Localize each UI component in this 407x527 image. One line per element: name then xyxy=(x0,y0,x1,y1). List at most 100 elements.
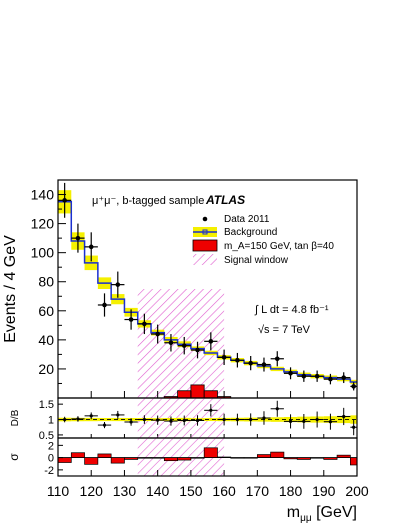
data-point xyxy=(248,360,253,366)
ratio-point xyxy=(102,423,107,427)
ratio-point xyxy=(352,425,356,429)
y-tick-label: 120 xyxy=(31,216,55,232)
data-point xyxy=(128,317,134,322)
legend-background-marker xyxy=(202,229,208,235)
ratio-y-tick-label: 1 xyxy=(48,415,54,427)
ratio-band-bin xyxy=(84,417,98,422)
ratio-points xyxy=(58,400,357,436)
ratio-point xyxy=(235,417,239,422)
significance-y-axis: -202 xyxy=(44,440,63,477)
signal-bin xyxy=(177,390,192,399)
lumi-label: ∫ L dt = 4.8 fb⁻¹ xyxy=(254,304,329,316)
y-axis-title: Events / 4 GeV xyxy=(2,235,19,343)
significance-y-tick-label: 2 xyxy=(48,440,54,452)
data-point xyxy=(88,244,94,250)
significance-bar xyxy=(203,447,218,458)
ratio-band-bin xyxy=(97,417,112,422)
significance-bars xyxy=(57,447,358,466)
ratio-point xyxy=(63,417,67,422)
background-uncertainty-band xyxy=(58,190,357,385)
y-tick-label: 40 xyxy=(38,332,54,348)
ratio-point xyxy=(275,407,279,411)
energy-label: √s = 7 TeV xyxy=(258,324,311,336)
data-point xyxy=(288,370,293,376)
bottom-x-axis: 110 120 130 140 150 160 170 180 190 200 xyxy=(47,470,369,499)
significance-bar xyxy=(84,457,99,465)
ratio-point xyxy=(302,419,306,423)
data-point xyxy=(181,343,187,348)
ratio-point xyxy=(195,418,200,423)
data-point xyxy=(328,376,333,382)
ratio-point xyxy=(116,413,120,417)
ratio-point xyxy=(222,417,226,422)
ratio-y-tick-label: 0.5 xyxy=(39,430,54,442)
ratio-y-tick-label: 1.5 xyxy=(39,399,54,411)
data-point xyxy=(261,362,267,367)
x-axis-title: mμμ [GeV] xyxy=(287,504,357,524)
data-point xyxy=(314,373,320,379)
ratio-point xyxy=(288,419,293,423)
sample-label: μ⁺μ⁻, b-tagged sample xyxy=(92,195,204,207)
significance-bar xyxy=(256,454,271,458)
atlas-label: ATLAS xyxy=(205,193,245,207)
ratio-point xyxy=(342,414,346,419)
ratio-point xyxy=(209,408,213,412)
y-tick-label: 100 xyxy=(31,245,55,261)
data-point xyxy=(235,357,240,363)
y-tick-label: 60 xyxy=(38,303,54,319)
data-point xyxy=(208,339,214,344)
data-point xyxy=(115,282,121,287)
data-point xyxy=(341,375,347,380)
y-tick-label: 140 xyxy=(31,187,55,203)
signal-bin xyxy=(203,390,218,399)
y-tick-label: 20 xyxy=(38,361,54,377)
data-point xyxy=(102,302,107,308)
ratio-point xyxy=(328,420,333,424)
data-points xyxy=(58,182,357,391)
ratio-axis-title: D/B xyxy=(10,409,21,426)
x-tick-label: 190 xyxy=(312,483,336,499)
ratio-point xyxy=(142,417,146,422)
ratio-point xyxy=(249,417,253,422)
data-point xyxy=(62,198,67,203)
ratio-point xyxy=(156,418,160,422)
data-point xyxy=(221,355,227,360)
ratio-y-axis: 0.5 1 1.5 xyxy=(39,399,63,442)
x-tick-label: 170 xyxy=(246,483,270,499)
x-tick-label: 200 xyxy=(345,483,369,499)
significance-y-tick-label: 0 xyxy=(48,453,54,465)
significance-panel-frame xyxy=(57,437,358,477)
significance-bar xyxy=(70,452,85,458)
data-point xyxy=(351,384,356,389)
legend-background-label: Background xyxy=(224,227,277,238)
x-tick-label: 130 xyxy=(113,483,137,499)
ratio-point xyxy=(89,414,93,418)
signal-bin xyxy=(190,384,205,399)
significance-bar xyxy=(350,457,358,466)
x-tick-label: 160 xyxy=(212,483,236,499)
data-point xyxy=(195,347,200,353)
legend-signal-label: m_A=150 GeV, tan β=40 xyxy=(224,241,334,252)
ratio-point xyxy=(129,420,133,424)
x-tick-label: 180 xyxy=(279,483,303,499)
significance-bar xyxy=(97,453,112,458)
main-y-axis: 20 40 60 80 100 120 140 xyxy=(31,187,66,384)
legend-window-label: Signal window xyxy=(224,255,289,266)
data-point xyxy=(168,340,174,346)
ratio-point xyxy=(262,416,266,420)
data-point xyxy=(142,321,147,327)
significance-bar xyxy=(57,457,72,463)
data-point xyxy=(155,331,160,337)
ratio-point xyxy=(76,417,80,421)
significance-bar xyxy=(110,457,125,464)
data-point xyxy=(301,373,307,379)
legend-data-label: Data 2011 xyxy=(224,214,270,225)
x-tick-label: 110 xyxy=(47,483,70,499)
legend-window-swatch xyxy=(193,254,217,265)
data-point xyxy=(75,235,81,241)
x-tick-label: 140 xyxy=(146,483,170,499)
significance-bar xyxy=(270,451,285,458)
significance-y-tick-label: -2 xyxy=(44,465,54,477)
legend: Data 2011 Background m_A=150 GeV, tan β=… xyxy=(192,214,334,266)
x-tick-label: 150 xyxy=(179,483,203,499)
